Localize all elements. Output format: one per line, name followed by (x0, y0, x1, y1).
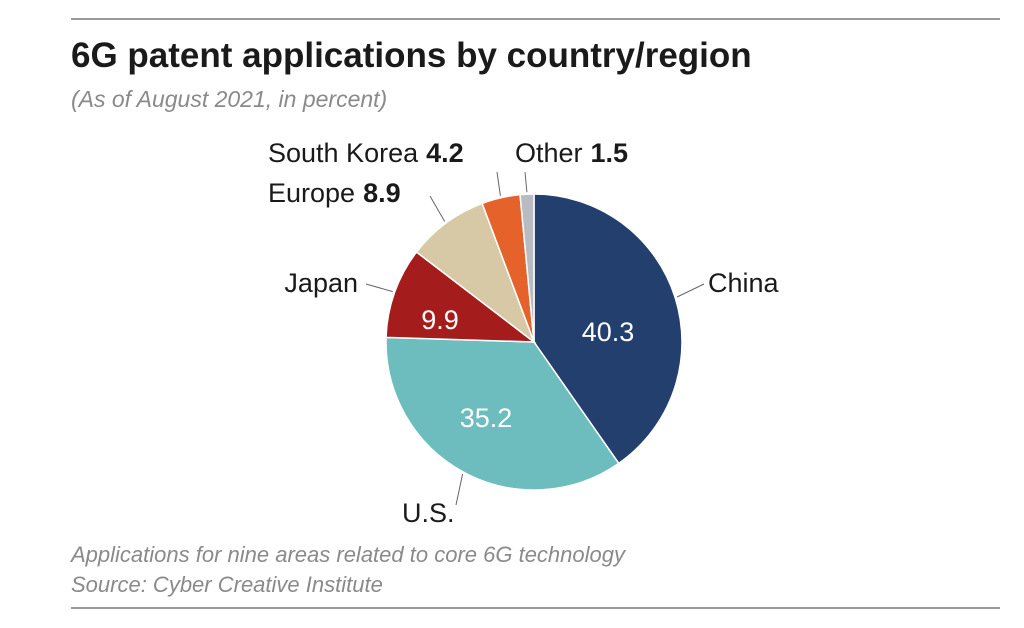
pie-slices (385, 193, 683, 491)
slice-japan (385, 250, 537, 343)
label-name-south-korea: South Korea (268, 138, 419, 168)
label-value-south-korea: 4.2 (426, 138, 464, 168)
slice-labels: China 40.3 U.S. 35.2 Japan 9.9 Europe 8.9 South … (268, 138, 780, 528)
value-u-s: 35.2 (460, 403, 513, 433)
top-rule (71, 18, 1000, 20)
label-name-japan: Japan (284, 268, 358, 298)
label-name-u-s: U.S. (402, 498, 455, 528)
leader-japan (365, 283, 393, 293)
label-value-europe: 8.9 (363, 178, 401, 208)
slice-u-s (385, 336, 620, 491)
label-china: China (708, 268, 780, 298)
bottom-rule (71, 607, 1000, 609)
label-europe: Europe 8.9 (268, 178, 401, 208)
label-name-china: China (708, 268, 780, 298)
label-other: Other 1.5 (515, 138, 628, 168)
leader-other (524, 171, 528, 193)
label-south-korea: South Korea 4.2 (268, 138, 464, 168)
leader-europe (429, 195, 446, 222)
chart-subtitle: (As of August 2021, in percent) (71, 86, 388, 112)
chart-title: 6G patent applications by country/region (71, 36, 752, 75)
slice-europe (415, 202, 536, 345)
leader-u-s (455, 473, 464, 506)
label-value-other: 1.5 (591, 138, 629, 168)
slice-china (533, 193, 683, 465)
leader-lines (365, 171, 705, 506)
footnote: Applications for nine areas related to c… (71, 542, 625, 567)
label-u-s: U.S. (402, 498, 455, 528)
label-name-other: Other (515, 138, 583, 168)
leader-south-korea (496, 171, 501, 196)
value-japan: 9.9 (421, 305, 459, 335)
label-name-europe: Europe (268, 178, 355, 208)
source-note: Source: Cyber Creative Institute (71, 572, 383, 597)
slice-other (519, 193, 535, 343)
label-japan: Japan (284, 268, 358, 298)
leader-china (676, 283, 705, 298)
value-china: 40.3 (582, 317, 635, 347)
